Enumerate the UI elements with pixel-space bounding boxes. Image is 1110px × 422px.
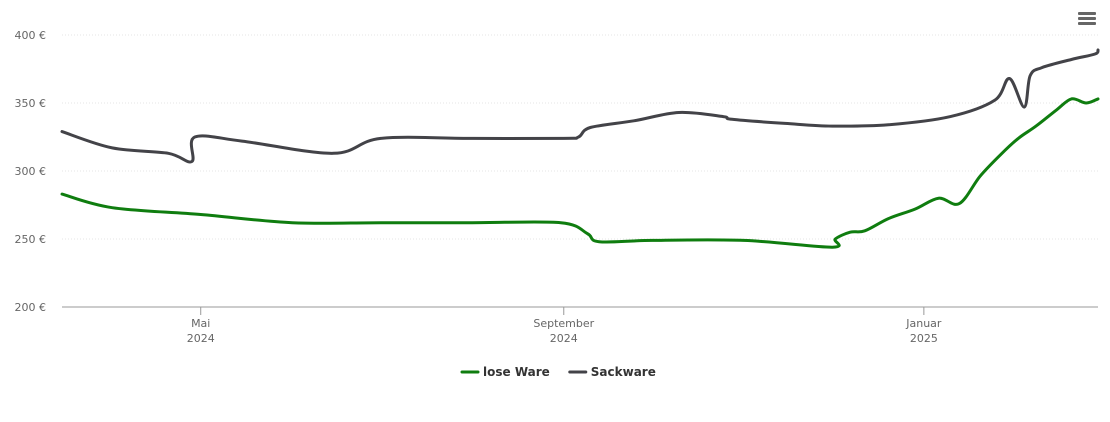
y-axis: 200 € 250 € 300 € 350 € 400 € xyxy=(15,29,47,314)
x-tick-month: Januar xyxy=(905,317,942,330)
y-tick-label: 300 € xyxy=(15,165,47,178)
x-tick-year: 2025 xyxy=(910,332,938,345)
y-tick-label: 400 € xyxy=(15,29,47,42)
hamburger-menu-icon[interactable] xyxy=(1078,12,1096,28)
legend: lose Ware Sackware xyxy=(460,365,656,379)
y-tick-label: 250 € xyxy=(15,233,47,246)
x-axis: Mai 2024 September 2024 Januar 2025 xyxy=(62,306,1098,345)
y-tick-label: 200 € xyxy=(15,301,47,314)
legend-label[interactable]: lose Ware xyxy=(483,365,550,379)
x-tick-month: Mai xyxy=(191,317,210,330)
x-tick-year: 2024 xyxy=(550,332,578,345)
legend-label[interactable]: Sackware xyxy=(591,365,656,379)
series-line-sackware xyxy=(60,48,1100,164)
series-line-lose-ware xyxy=(60,97,1100,249)
series-layer xyxy=(60,48,1100,249)
x-tick-year: 2024 xyxy=(187,332,215,345)
y-tick-label: 350 € xyxy=(15,97,47,110)
x-tick-month: September xyxy=(533,317,594,330)
